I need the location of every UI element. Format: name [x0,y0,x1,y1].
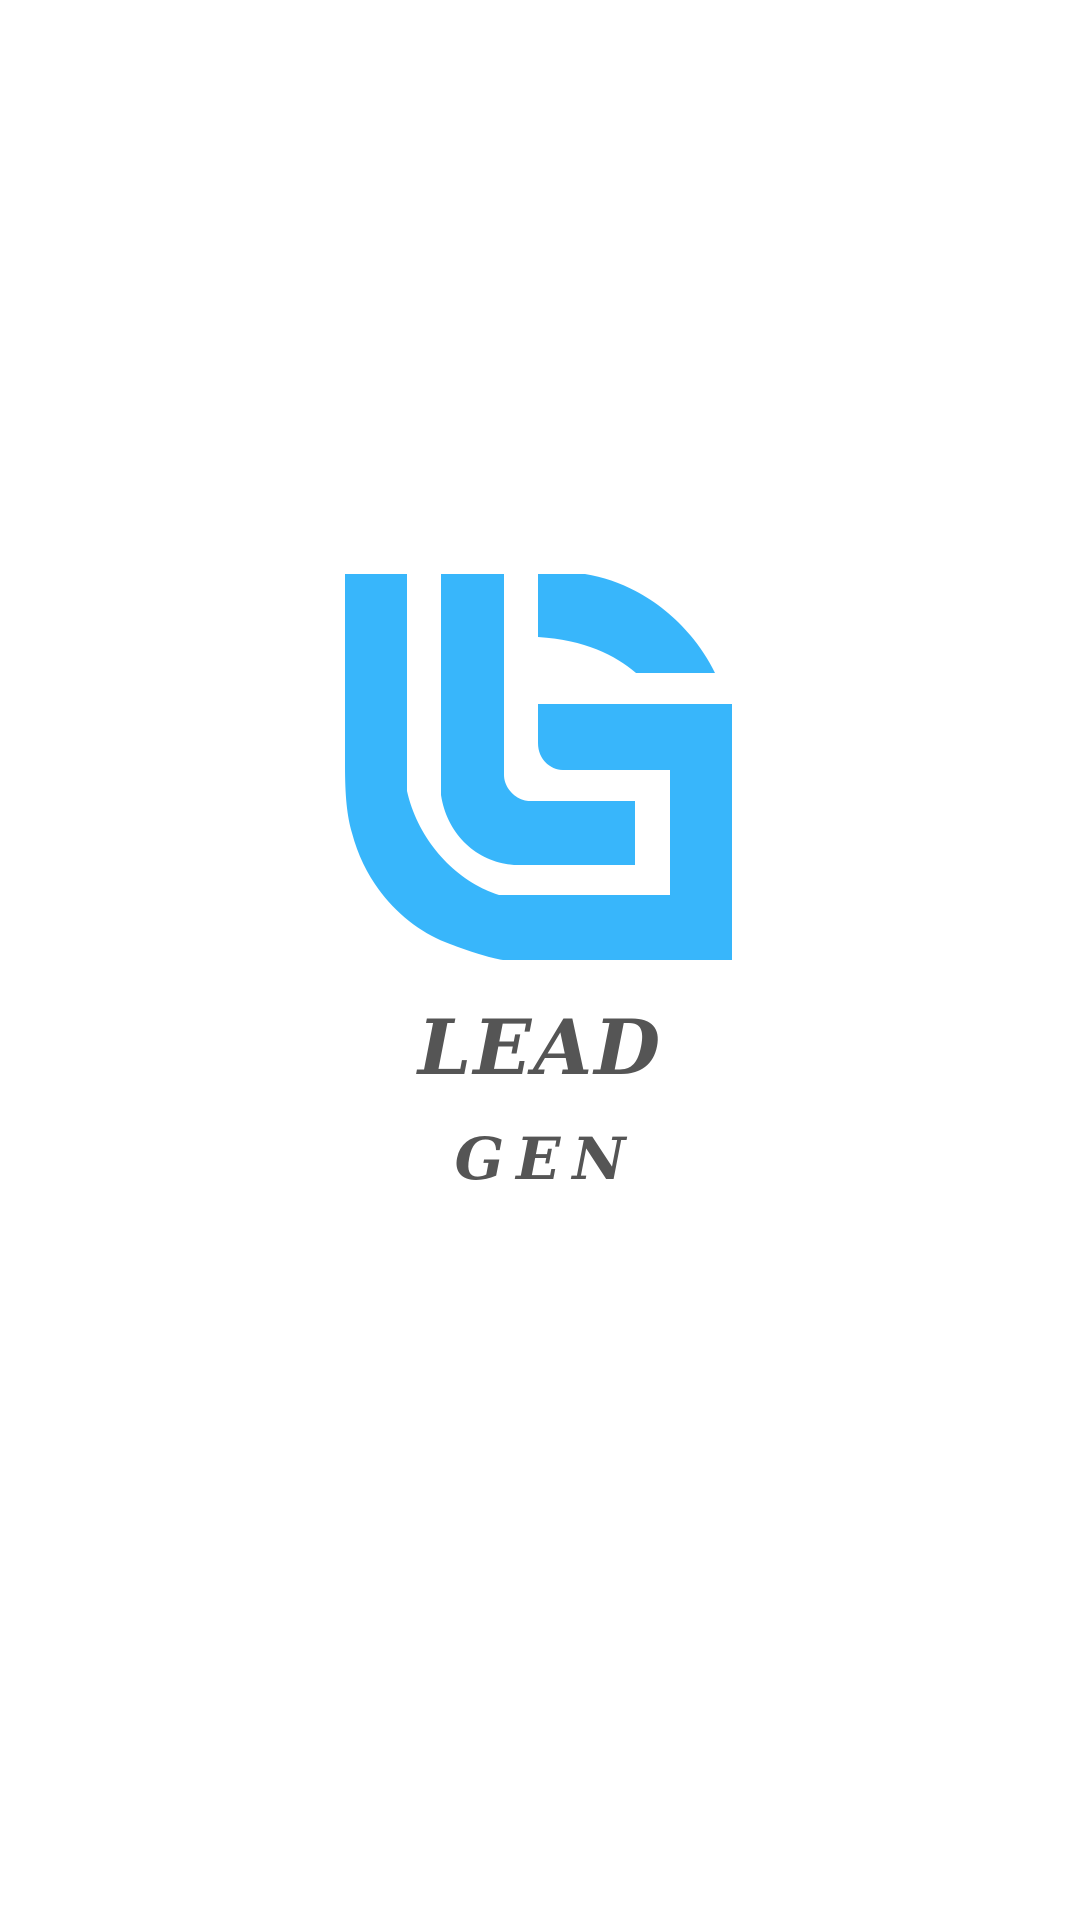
brand-title-gen: GEN [454,1125,638,1193]
lg-monogram-icon [345,574,732,960]
logo-inner-l-shape [441,574,635,865]
logo-top-arc-shape [538,574,715,673]
brand-title-lead: LEAD [417,1003,663,1092]
logo-outer-l-shape [345,574,732,960]
